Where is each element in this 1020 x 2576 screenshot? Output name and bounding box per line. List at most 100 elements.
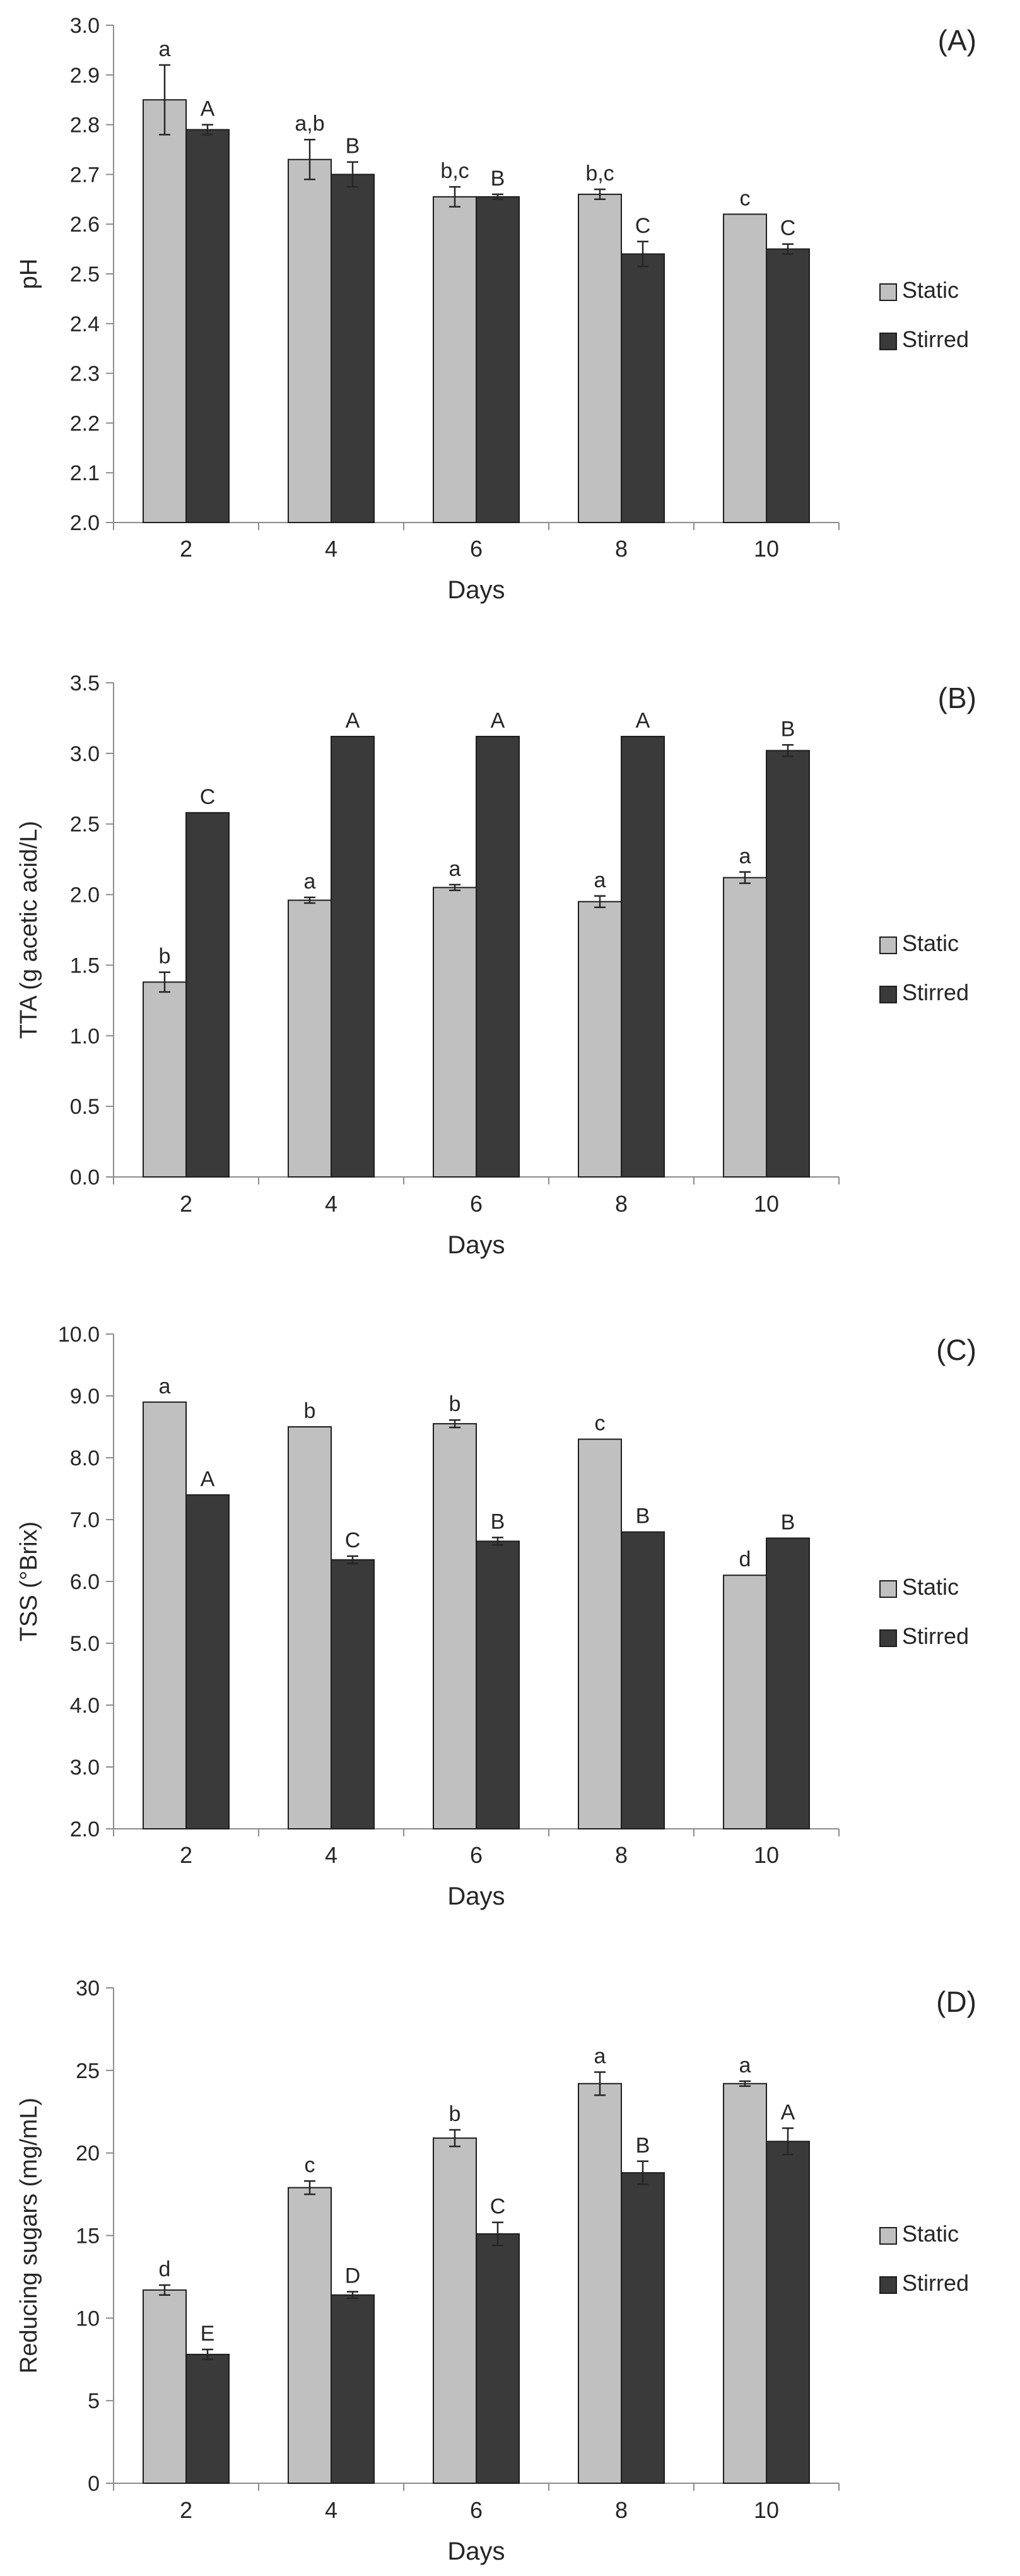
significance-letter: B	[636, 2134, 650, 2158]
y-tick-label: 6.0	[70, 1570, 100, 1594]
y-tick-label: 2.5	[70, 813, 100, 837]
legend-label-stirred: Stirred	[902, 2270, 969, 2296]
y-tick-label: 1.5	[70, 954, 100, 978]
significance-letter: A	[781, 2100, 795, 2124]
significance-letter: a	[594, 2044, 606, 2068]
x-tick-label: 4	[325, 1191, 337, 1217]
significance-letter: B	[491, 1510, 505, 1533]
bar-static-day-8	[578, 1438, 622, 1830]
bar-static-day-6	[433, 196, 477, 523]
panel-label: (D)	[936, 1985, 976, 2018]
bar-static-day-10	[723, 877, 767, 1178]
bar-static-day-8	[578, 901, 622, 1178]
significance-letter: D	[345, 2264, 361, 2288]
x-tick-label: 4	[325, 2497, 337, 2523]
legend-label-stirred: Stirred	[902, 979, 969, 1005]
x-axis-label: Days	[447, 2538, 505, 2565]
y-tick-label: 3.5	[70, 671, 100, 695]
y-tick-label: 2.1	[70, 461, 100, 485]
y-tick-label: 2.7	[70, 163, 100, 187]
x-tick-label: 6	[470, 1191, 483, 1217]
y-tick-label: 5	[88, 2389, 100, 2413]
x-tick-label: 6	[470, 2497, 483, 2523]
significance-letter: c	[740, 186, 751, 210]
significance-letter: C	[490, 2195, 506, 2219]
bar-static-day-6	[433, 1423, 477, 1830]
significance-letter: A	[636, 709, 650, 733]
x-tick-label: 8	[615, 1191, 628, 1217]
y-axis-label: TSS (°Brix)	[16, 1521, 42, 1641]
x-tick-label: 4	[325, 1842, 337, 1868]
bar-stirred-day-6	[476, 196, 520, 523]
legend-swatch-static	[879, 2227, 897, 2245]
bar-static-day-10	[723, 2083, 767, 2484]
x-tick-label: 2	[180, 1842, 192, 1868]
significance-letter: C	[780, 216, 796, 240]
significance-letter: C	[345, 1528, 361, 1552]
panel-label: (B)	[938, 682, 976, 714]
bar-stirred-day-4	[331, 2294, 375, 2484]
bar-stirred-day-2	[185, 129, 230, 524]
legend-swatch-stirred	[879, 2276, 897, 2294]
x-axis-label: Days	[447, 1882, 505, 1910]
bar-static-day-6	[433, 887, 477, 1178]
legend-swatch-static	[879, 936, 897, 954]
x-tick-label: 2	[180, 1191, 192, 1217]
x-tick-label: 2	[180, 2497, 192, 2523]
chart-panel-d: 0 5 10 15 20 25 30 d E 2 c D 4 b C 6 a B 8 a A 10 Days Reducing…	[16, 1976, 976, 2565]
bar-static-day-2	[143, 981, 187, 1178]
y-tick-label: 4.0	[70, 1694, 100, 1718]
legend-label-stirred: Stirred	[902, 326, 969, 352]
x-tick-label: 10	[754, 536, 779, 562]
panel-label: (A)	[938, 24, 976, 57]
y-tick-label: 5.0	[70, 1632, 100, 1656]
y-tick-label: 2.8	[70, 114, 100, 138]
significance-letter: a	[159, 1374, 171, 1398]
y-tick-label: 3.0	[70, 742, 100, 766]
y-tick-label: 2.0	[70, 511, 100, 535]
chart-panel-a: 2.0 2.1 2.2 2.3 2.4 2.5 2.6 2.7 2.8 2.9 3.0 a A 2 a,b B…	[16, 14, 976, 604]
legend: Static Stirred	[879, 2221, 969, 2296]
x-tick-label: 6	[470, 536, 483, 562]
bar-static-day-2	[143, 99, 187, 523]
significance-letter: b	[304, 1399, 316, 1423]
bar-stirred-day-2	[185, 2353, 230, 2484]
significance-letter: C	[635, 214, 651, 238]
bar-stirred-day-10	[766, 248, 810, 523]
significance-letter: b	[449, 1392, 461, 1416]
x-axis-label: Days	[447, 576, 505, 604]
y-axis-label: Reducing sugars (mg/mL)	[16, 2098, 42, 2373]
significance-letter: B	[781, 717, 795, 741]
bar-stirred-day-6	[476, 1540, 520, 1830]
bar-static-day-6	[433, 2137, 477, 2484]
significance-letter: b,c	[440, 159, 469, 183]
y-tick-label: 7.0	[70, 1508, 100, 1532]
legend-label-static: Static	[902, 930, 959, 956]
bar-static-day-10	[723, 213, 767, 523]
significance-letter: a	[739, 844, 751, 868]
bar-static-day-2	[143, 2289, 187, 2484]
bar-stirred-day-4	[331, 1559, 375, 1829]
y-tick-label: 20	[76, 2142, 100, 2166]
x-tick-label: 8	[615, 536, 628, 562]
significance-letter: B	[346, 134, 360, 158]
bar-stirred-day-2	[185, 812, 230, 1178]
significance-letter: B	[781, 1510, 795, 1534]
legend-label-stirred: Stirred	[902, 1623, 969, 1649]
bar-stirred-day-8	[621, 2172, 665, 2484]
bar-static-day-4	[288, 1426, 332, 1829]
y-tick-label: 1.0	[70, 1024, 100, 1048]
y-tick-label: 25	[76, 2059, 100, 2083]
y-tick-label: 3.0	[70, 14, 100, 38]
y-tick-label: 0	[88, 2472, 100, 2496]
y-tick-label: 2.4	[70, 312, 100, 336]
significance-letter: A	[201, 97, 215, 121]
legend-swatch-stirred	[879, 986, 897, 1003]
y-tick-label: 2.6	[70, 213, 100, 237]
x-tick-label: 6	[470, 1842, 483, 1868]
significance-letter: a	[594, 868, 606, 892]
significance-letter: B	[491, 167, 505, 191]
legend-label-static: Static	[902, 1574, 959, 1600]
x-tick-label: 10	[754, 1842, 779, 1868]
